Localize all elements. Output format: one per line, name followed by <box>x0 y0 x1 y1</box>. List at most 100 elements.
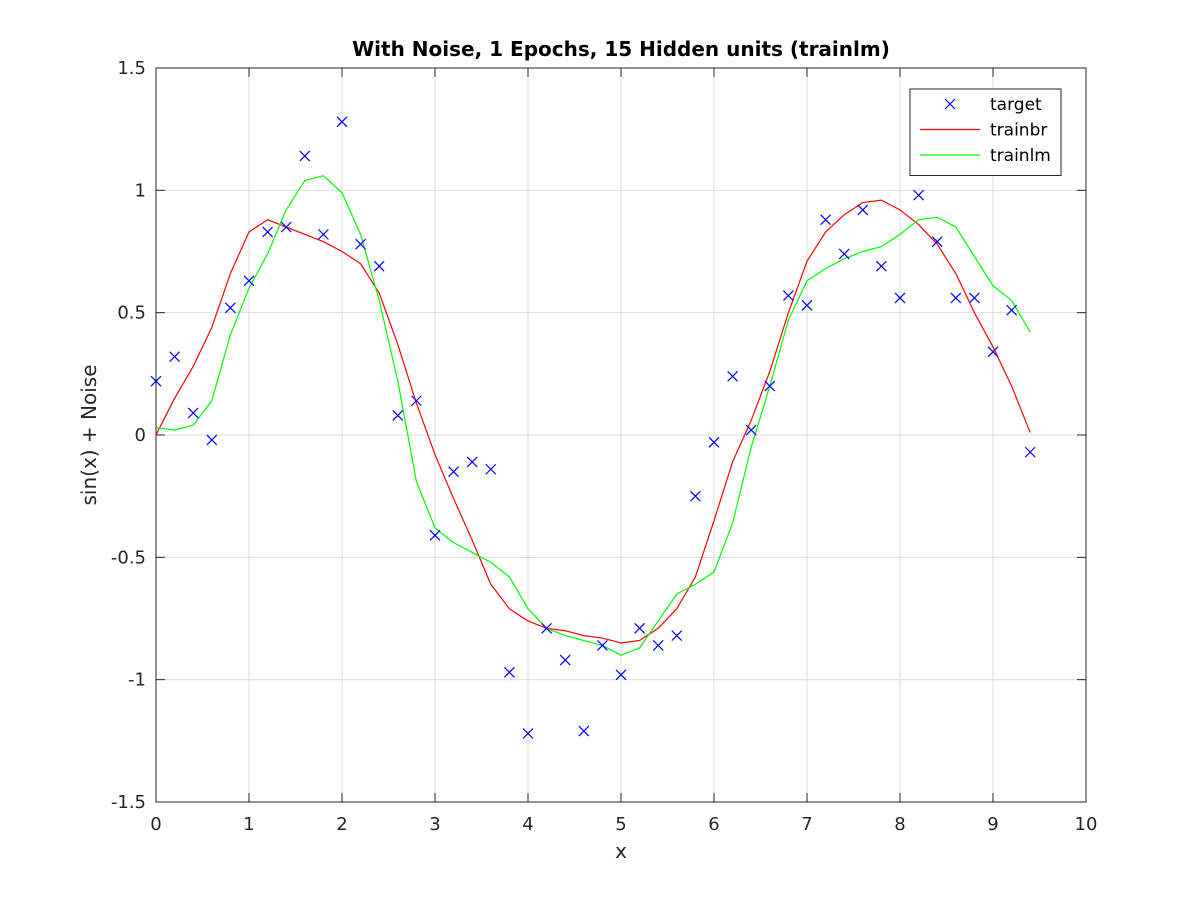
legend-label: trainlm <box>990 146 1051 166</box>
y-tick-label: -1.5 <box>111 792 146 813</box>
data-point-target <box>262 226 274 238</box>
marker-stroke <box>838 248 850 260</box>
data-point-target <box>280 221 292 233</box>
data-point-target <box>299 150 311 162</box>
marker-stroke <box>578 725 590 737</box>
data-point-target <box>169 351 181 363</box>
x-tick-label: 8 <box>894 814 905 835</box>
marker-stroke <box>950 292 962 304</box>
marker-stroke <box>429 529 441 541</box>
legend-swatch <box>944 98 956 110</box>
data-point-target <box>950 292 962 304</box>
marker-stroke <box>596 639 608 651</box>
data-point-target <box>336 116 348 128</box>
marker-stroke <box>392 410 404 421</box>
data-point-target <box>596 639 608 651</box>
marker-stroke <box>466 456 478 468</box>
data-point-target <box>1006 304 1018 316</box>
data-point-target <box>541 622 553 634</box>
x-axis-label: x <box>615 839 627 863</box>
marker-stroke <box>1024 446 1036 458</box>
series-trainlm <box>155 175 1031 656</box>
marker-stroke <box>875 260 887 272</box>
series-trainbr <box>155 199 1031 644</box>
data-point-target <box>931 236 943 248</box>
data-point-target <box>913 189 925 201</box>
marker-stroke <box>503 666 515 678</box>
data-point-target <box>559 654 571 666</box>
marker-stroke <box>280 221 292 233</box>
marker-stroke <box>968 292 980 304</box>
marker-stroke <box>857 204 869 216</box>
marker-stroke <box>913 189 925 201</box>
data-point-target <box>206 434 218 446</box>
marker-stroke <box>150 375 162 387</box>
y-tick-label: -1 <box>128 670 146 691</box>
data-point-target <box>634 622 646 634</box>
y-tick-label: 0 <box>135 425 146 446</box>
legend-item-target: target <box>944 95 1042 115</box>
marker-stroke <box>820 214 832 226</box>
y-axis-label: sin(x) + Noise <box>77 364 101 505</box>
legend-box <box>909 88 1062 176</box>
x-tick-label: 4 <box>522 814 533 835</box>
x-tick-label: 2 <box>336 814 347 835</box>
y-tick-label: 0.5 <box>117 303 146 324</box>
series-line-trainlm <box>155 175 1031 656</box>
x-tick-label: 1 <box>243 814 254 835</box>
marker-stroke <box>373 260 385 272</box>
x-tick-label: 7 <box>801 814 812 835</box>
data-point-target <box>894 292 906 304</box>
marker-stroke <box>299 150 311 162</box>
y-tick-label: -0.5 <box>111 547 146 568</box>
data-point-target <box>485 463 497 475</box>
data-point-target <box>745 424 757 436</box>
x-tick-label: 10 <box>1075 814 1098 835</box>
y-tick-label: 1 <box>135 180 146 201</box>
marker-stroke <box>522 728 534 739</box>
axis-ticks: 0 1 2 3 4 5 6 7 8 9 10 -1.5 -1 -0.5 0 0.5 1 1.5 <box>111 58 1098 835</box>
data-point-target <box>820 214 832 226</box>
legend-item-trainbr: trainbr <box>920 121 1047 141</box>
marker-stroke <box>243 275 255 287</box>
marker-stroke <box>801 299 813 311</box>
legend-items: target trainbr trainlm <box>920 95 1051 166</box>
legend-label: trainbr <box>990 121 1047 141</box>
data-point-target <box>392 410 404 421</box>
data-point-target <box>187 407 199 419</box>
marker-stroke <box>634 622 646 634</box>
data-point-target <box>875 260 887 272</box>
x-tick-label: 3 <box>429 814 440 835</box>
marker-stroke <box>894 292 906 304</box>
marker-stroke <box>745 424 757 436</box>
data-point-target <box>429 529 441 541</box>
legend: target trainbr trainlm <box>909 88 1062 176</box>
marker-stroke <box>206 434 218 446</box>
data-point-target <box>708 436 720 448</box>
marker-stroke <box>652 639 664 651</box>
marker-stroke <box>689 490 701 502</box>
marker-stroke <box>1006 304 1018 316</box>
marker-stroke <box>262 226 274 238</box>
data-point-target <box>968 292 980 304</box>
marker-stroke <box>782 290 794 301</box>
marker-stroke <box>615 669 627 681</box>
x-tick-label: 0 <box>150 814 161 835</box>
data-point-target <box>243 275 255 287</box>
data-point-target <box>522 728 534 739</box>
marker-stroke <box>764 380 776 392</box>
marker-stroke <box>355 238 367 250</box>
data-point-target <box>727 370 739 382</box>
data-point-target <box>838 248 850 260</box>
data-point-target <box>410 395 422 407</box>
x-tick-label: 6 <box>708 814 719 835</box>
data-point-target <box>689 490 701 502</box>
marker-stroke <box>987 346 999 358</box>
marker-stroke <box>671 630 683 642</box>
data-point-target <box>503 666 515 678</box>
data-point-target <box>578 725 590 737</box>
data-point-target <box>615 669 627 681</box>
series-target <box>150 116 1036 739</box>
marker-stroke <box>224 302 236 314</box>
